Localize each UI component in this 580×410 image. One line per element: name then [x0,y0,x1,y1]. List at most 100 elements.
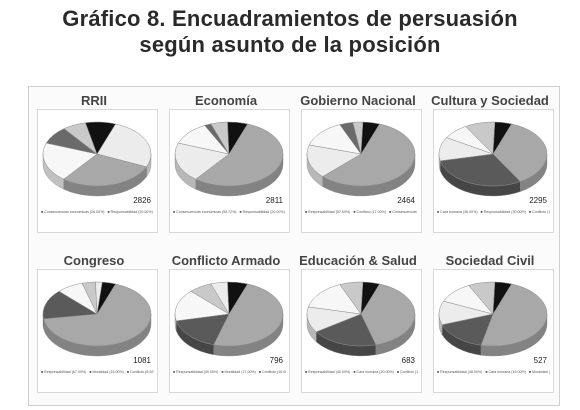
pie-title: Educación & Salud [299,253,417,268]
pie-title: RRII [81,93,107,108]
pie-panel: RRII 2826 ■ Consecuencias económicas (26.0… [31,87,158,237]
pie-slice [322,123,416,187]
pie-legend-entry: ■ Responsabilidad (57.00%) [305,210,351,214]
pie-n-count: 796 [269,356,283,365]
pie-legend-entry: ■ Responsabilidad (48.00%) [437,370,483,374]
pie-box: 683 ■ Responsabilidad (40.00%) ■ Cara huma… [301,269,422,393]
figure-title: Gráfico 8. Encuadramientos de persuasión… [0,6,580,58]
pie-chart [438,281,548,357]
pie-legend-entry: ■ Responsabilidad (40.00%) [305,370,351,374]
pie-chart [306,121,416,197]
pie-legend-entry: ■ Responsabilidad (67.00%) [41,370,87,374]
pie-slice [360,283,416,346]
pie-legend-entry: ■ Consecuencias económicas (26.00%) [41,210,105,214]
pie-slice [227,281,248,315]
pie-slice [43,283,152,347]
pie-slice [96,281,116,315]
pie-title: Economía [194,93,258,108]
pie-slice [213,283,284,347]
pie-slice [96,123,152,168]
pie-legend-entry: ■ Moralidad (12.00%) [528,370,550,374]
pie-slice [315,313,377,347]
figure-title-line-2: según asunto de la posición [139,32,441,57]
pie-charts-grid: RRII 2826 ■ Consecuencias económicas (26.0… [28,86,560,406]
pie-slice [492,123,548,182]
pie-box: 796 ■ Responsabilidad (49.00%) ■ Moralidad… [169,269,290,393]
pie-slice [480,283,548,347]
pie-panel: Economía 2811 ■ Consecuencias económicas (… [163,87,290,237]
pie-n-count: 2811 [265,196,283,205]
pie-title: Conflicto Armado [171,253,281,268]
pie-legend-entry: ■ Consecuencias económicas (14.00%) [389,210,418,214]
pie-legend-entry: ■ Consecuencias económicas (55.72%) [173,210,237,214]
pie-slice [492,281,512,315]
pie-box: 2295 ■ Cara humana (36.00%) ■ Responsabili… [433,109,554,233]
pie-chart [42,121,152,197]
pie-legend: ■ Responsabilidad (40.00%) ■ Cara humana … [305,370,418,390]
pie-legend-entry: ■ Conflicto (17.00%) [353,210,387,214]
pie-legend-entry: ■ Responsabilidad (30.00%) [480,210,526,214]
pie-legend-entry: ■ Responsabilidad (29.00%) [107,210,153,214]
pie-slice [492,121,512,155]
pie-legend: ■ Responsabilidad (48.00%) ■ Cara humana … [437,370,550,390]
pie-panel: Congreso 1081 ■ Responsabilidad (67.00%) ■ … [31,247,158,397]
pie-n-count: 1081 [133,356,151,365]
pie-legend-entry: ■ Conflicto (8.00%) [126,370,154,374]
pie-slice [360,121,380,155]
pie-legend-entry: ■ Moralidad (17.00%) [221,370,256,374]
pie-n-count: 527 [533,356,547,365]
pie-title: Congreso [63,253,125,268]
pie-panel: Gobierno Nacional 2464 ■ Responsabilidad (… [295,87,422,237]
pie-chart [174,121,284,197]
pie-box: 2826 ■ Consecuencias económicas (26.00%) ■… [37,109,158,233]
pie-legend-entry: ■ Conflicto (12.00%) [528,210,550,214]
pie-chart [438,121,548,197]
pie-legend-entry: ■ Responsabilidad (20.00%) [239,210,285,214]
pie-slice [227,121,248,155]
pie-chart [42,281,152,357]
pie-legend-entry: ■ Cara humana (20.00%) [353,370,394,374]
pie-legend: ■ Responsabilidad (49.00%) ■ Moralidad (1… [173,370,286,390]
figure-title-line-1: Gráfico 8. Encuadramientos de persuasión [62,6,518,31]
pie-slice [175,313,230,345]
pie-panel: Educación & Salud 683 ■ Responsabilidad (4… [295,247,422,397]
pie-n-count: 683 [401,356,415,365]
pie-legend: ■ Consecuencias económicas (55.72%) ■ Res… [173,210,286,230]
pie-legend: ■ Consecuencias económicas (26.00%) ■ Res… [41,210,154,230]
pie-box: 1081 ■ Responsabilidad (67.00%) ■ Moralida… [37,269,158,393]
pie-slice [308,284,362,315]
pie-slice [441,313,494,346]
pie-legend-entry: ■ Cara humana (16.00%) [485,370,526,374]
pie-legend: ■ Cara humana (36.00%) ■ Responsabilidad … [437,210,550,230]
pie-slice [42,290,98,320]
pie-box: 2811 ■ Consecuencias económicas (55.72%) ■… [169,109,290,233]
pie-n-count: 2295 [529,196,547,205]
pie-slice [85,121,116,155]
pie-slice [360,281,380,315]
pie-title: Cultura y Sociedad [431,93,549,108]
pie-chart [306,281,416,357]
pie-n-count: 2826 [133,196,151,205]
pie-slice [439,153,521,187]
pie-legend-entry: ■ Conflicto (16.00%) [258,370,286,374]
pie-slice [195,123,284,187]
pie-legend-entry: ■ Cara humana (36.00%) [437,210,478,214]
pie-slice [174,142,230,180]
pie-legend-entry: ■ Responsabilidad (49.00%) [173,370,219,374]
pie-n-count: 2464 [397,196,415,205]
pie-panel: Conflicto Armado 796 ■ Responsabilidad (49… [163,247,290,397]
pie-title: Gobierno Nacional [300,93,416,108]
pie-slice [174,290,230,322]
pie-slice [306,144,362,177]
pie-panel: Cultura y Sociedad 2295 ■ Cara humana (36.… [427,87,554,237]
pie-legend: ■ Responsabilidad (57.00%) ■ Conflicto (1… [305,210,418,230]
pie-slice [42,142,98,180]
pie-slice [63,153,147,187]
pie-panel: Sociedad Civil 527 ■ Responsabilidad (48.0… [427,247,554,397]
pie-legend-entry: ■ Conflicto (13.00%) [396,370,418,374]
figure: Gráfico 8. Encuadramientos de persuasión… [0,6,580,410]
pie-title: Sociedad Civil [445,253,535,268]
pie-legend-entry: ■ Moralidad (15.00%) [89,370,124,374]
pie-chart [174,281,284,357]
pie-box: 527 ■ Responsabilidad (48.00%) ■ Cara huma… [433,269,554,393]
